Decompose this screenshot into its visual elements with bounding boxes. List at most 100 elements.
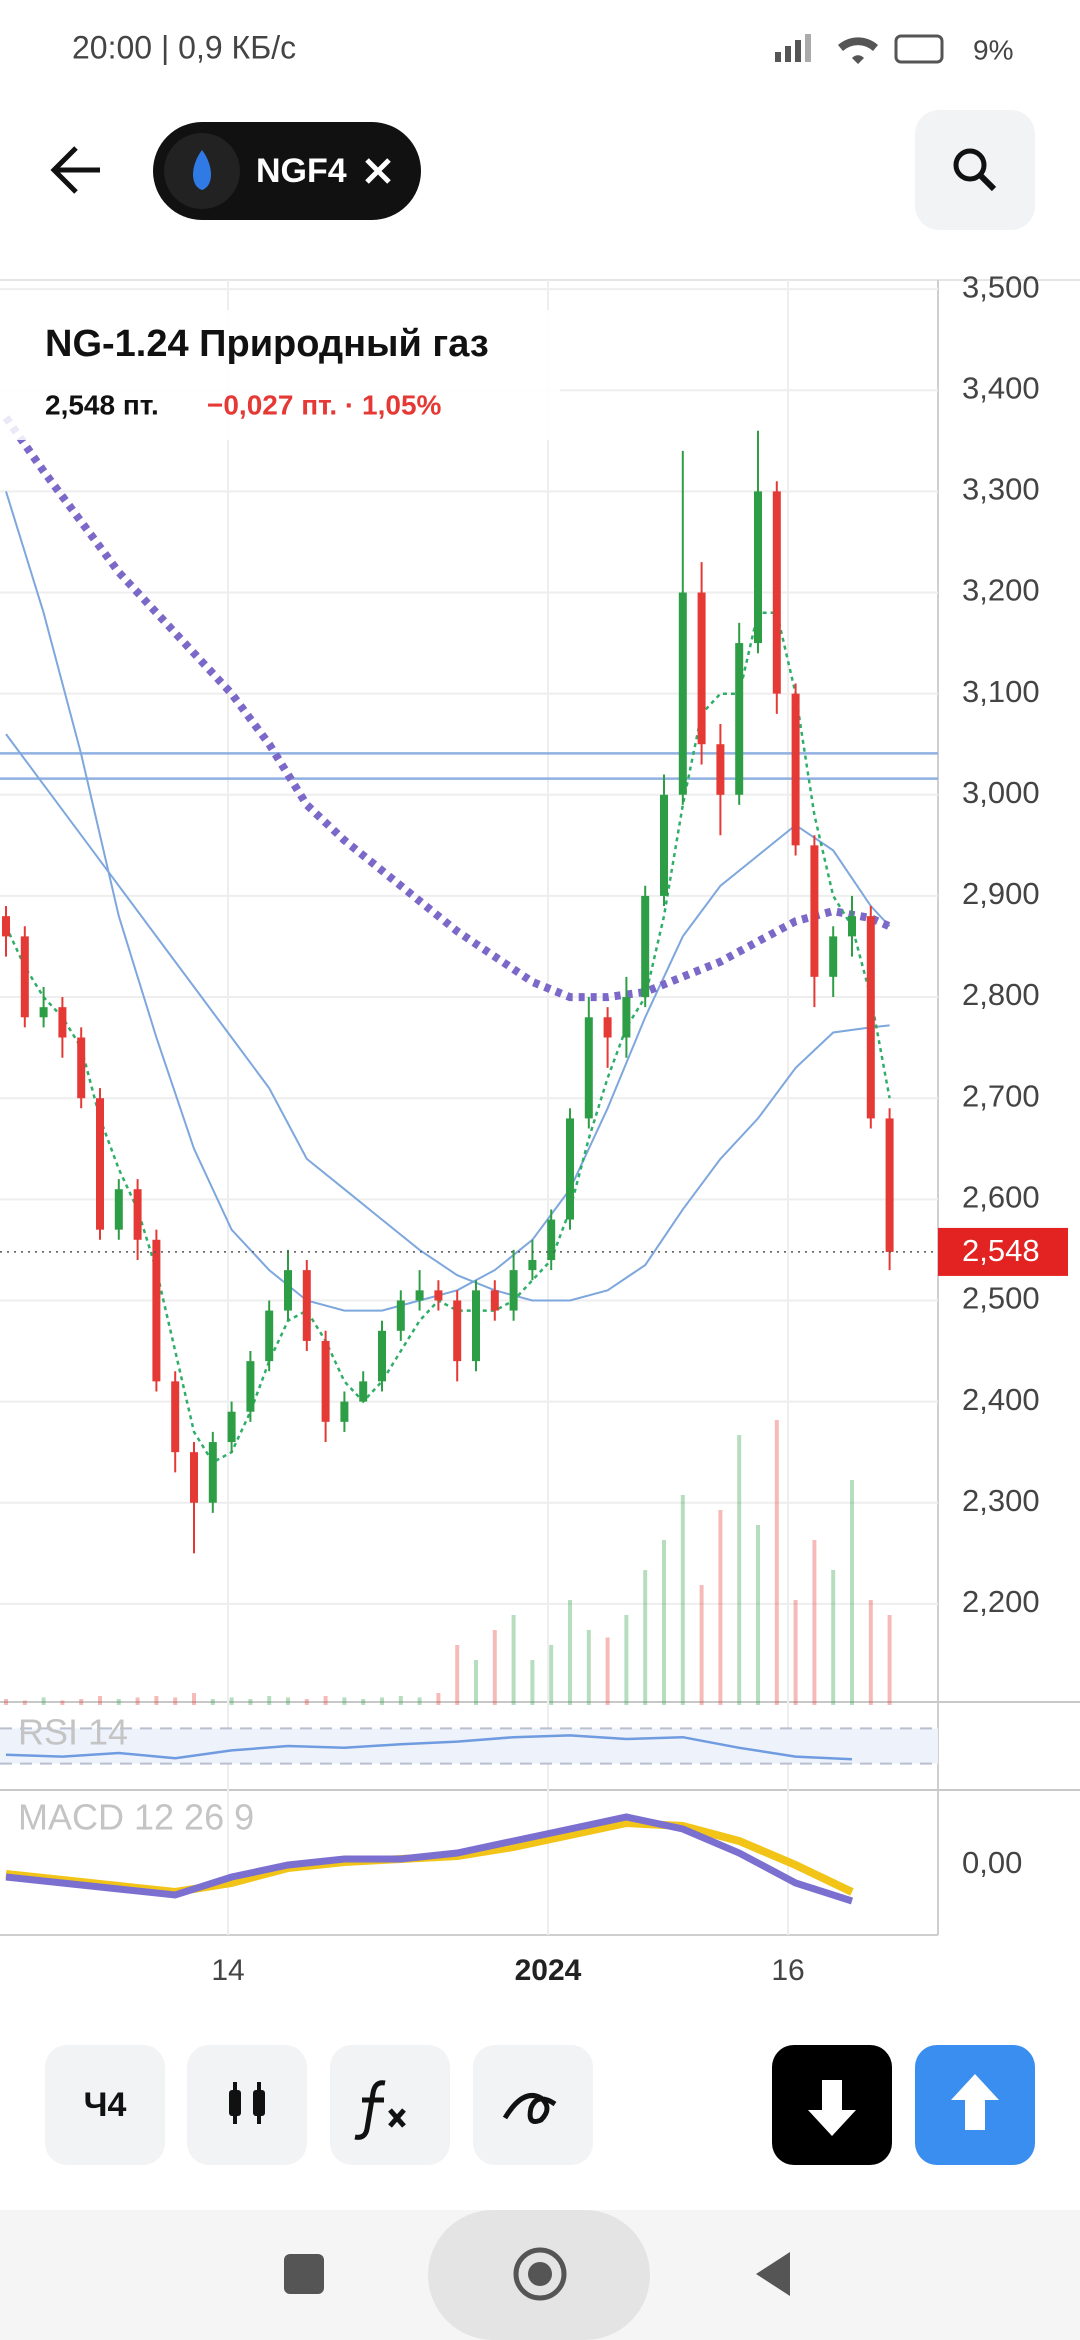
volume-bar: [699, 1585, 704, 1705]
candle-body: [603, 1017, 612, 1038]
volume-bar: [793, 1600, 798, 1705]
candle-body: [584, 1017, 593, 1119]
price: 2,548 пт.: [45, 389, 159, 420]
candle-body: [321, 1340, 330, 1422]
candle-body: [302, 1270, 311, 1341]
battery: 9%: [973, 34, 1013, 65]
y-tick-label: 3,000: [962, 775, 1040, 810]
candle-body: [810, 845, 819, 977]
volume-bar: [22, 1700, 27, 1705]
candle-body: [265, 1310, 274, 1362]
search-button[interactable]: [915, 110, 1035, 230]
candle-body: [472, 1290, 480, 1362]
volume-bar: [286, 1697, 290, 1705]
volume-bar: [680, 1495, 685, 1705]
last-price-tag: [938, 1227, 1068, 1276]
status-time: 20:00 | 0,9 КБ/с: [72, 29, 296, 65]
candle-body: [415, 1290, 424, 1301]
nav-recent[interactable]: [284, 2254, 324, 2294]
volume-bar: [154, 1696, 159, 1705]
x-tick-label: 16: [771, 1954, 804, 1987]
volume-bar: [549, 1645, 554, 1705]
interval-button[interactable]: [45, 2045, 165, 2165]
volume-bar: [4, 1699, 8, 1705]
macd-tick-label: 0,00: [962, 1845, 1022, 1880]
volume-bar: [492, 1630, 497, 1705]
sell-icon: [808, 2080, 856, 2136]
volume-bar: [812, 1540, 817, 1705]
nav-home: [528, 2262, 552, 2286]
candle-body: [190, 1452, 198, 1503]
candle-body: [171, 1381, 180, 1453]
clear-button[interactable]: [365, 158, 391, 184]
volume-bar: [398, 1696, 403, 1705]
rsi-label: RSI 14: [18, 1712, 128, 1753]
candle-body: [716, 744, 725, 795]
candle-body: [866, 916, 875, 1119]
candle-body: [58, 1007, 67, 1038]
volume-bar: [643, 1570, 648, 1705]
candle-body: [378, 1330, 386, 1382]
volume-bar: [248, 1699, 253, 1705]
chart-title: NG-1.24 Природный газ: [45, 323, 489, 365]
volume-bar: [173, 1697, 178, 1705]
candle-body: [829, 936, 838, 977]
volume-bar: [436, 1693, 441, 1705]
moving-average: [5, 733, 890, 1302]
volume-bar: [718, 1510, 723, 1705]
candle-body: [340, 1401, 349, 1422]
volume-bar: [229, 1697, 234, 1705]
buy-icon: [951, 2074, 999, 2130]
volume-bar: [116, 1699, 121, 1705]
x-tick-label: 14: [211, 1954, 244, 1987]
chart-type-button[interactable]: [187, 2045, 307, 2165]
candle-body: [678, 592, 687, 795]
macd-label: MACD 12 26 9: [18, 1797, 254, 1838]
candle-body: [39, 1007, 48, 1018]
candle-body: [566, 1118, 574, 1220]
y-tick-label: 3,400: [962, 370, 1040, 405]
candle-body: [697, 592, 706, 745]
volume-bar: [267, 1696, 272, 1705]
volume-bar: [98, 1696, 102, 1705]
candle-body: [284, 1270, 292, 1311]
rsi-band: [0, 1728, 938, 1764]
title-bg: [0, 310, 560, 440]
y-tick-label: 2,900: [962, 876, 1040, 911]
volume-bar: [342, 1697, 347, 1705]
candle-body: [434, 1290, 443, 1301]
volume-bar: [624, 1615, 629, 1705]
candle-body: [735, 643, 744, 795]
volume-bar: [323, 1696, 328, 1705]
y-tick-label: 3,200: [962, 573, 1040, 608]
nav-back[interactable]: [756, 2252, 790, 2296]
volume-bar: [60, 1700, 65, 1705]
volume-bar: [192, 1693, 196, 1705]
volume-bar: [530, 1660, 535, 1705]
search-icon: [977, 172, 997, 192]
candle-body: [96, 1098, 104, 1230]
back-button[interactable]: [50, 146, 100, 194]
volume-bar: [361, 1699, 366, 1705]
drawing-icon: [502, 2093, 557, 2124]
candle-body: [772, 491, 781, 694]
candle-body: [547, 1219, 556, 1261]
y-tick-label: 2,400: [962, 1382, 1040, 1417]
volume-bar: [511, 1615, 516, 1705]
nav-home[interactable]: [513, 2247, 567, 2301]
x-tick-label: 2024: [515, 1954, 582, 1987]
volume-bar: [41, 1697, 46, 1705]
y-tick-label: 2,200: [962, 1584, 1040, 1619]
candle-icon: [229, 2082, 265, 2124]
search-icon: [953, 148, 987, 182]
status-icons: [775, 34, 944, 64]
y-tick-label: 2,700: [962, 1078, 1040, 1113]
fx-icon: [354, 2080, 406, 2140]
candle-body: [622, 997, 631, 1038]
candle-body: [20, 936, 29, 1018]
moving-average: [2, 415, 892, 1002]
indicators-button[interactable]: [330, 2045, 450, 2165]
y-tick-label: 2,800: [962, 977, 1040, 1012]
flame: [193, 150, 211, 190]
